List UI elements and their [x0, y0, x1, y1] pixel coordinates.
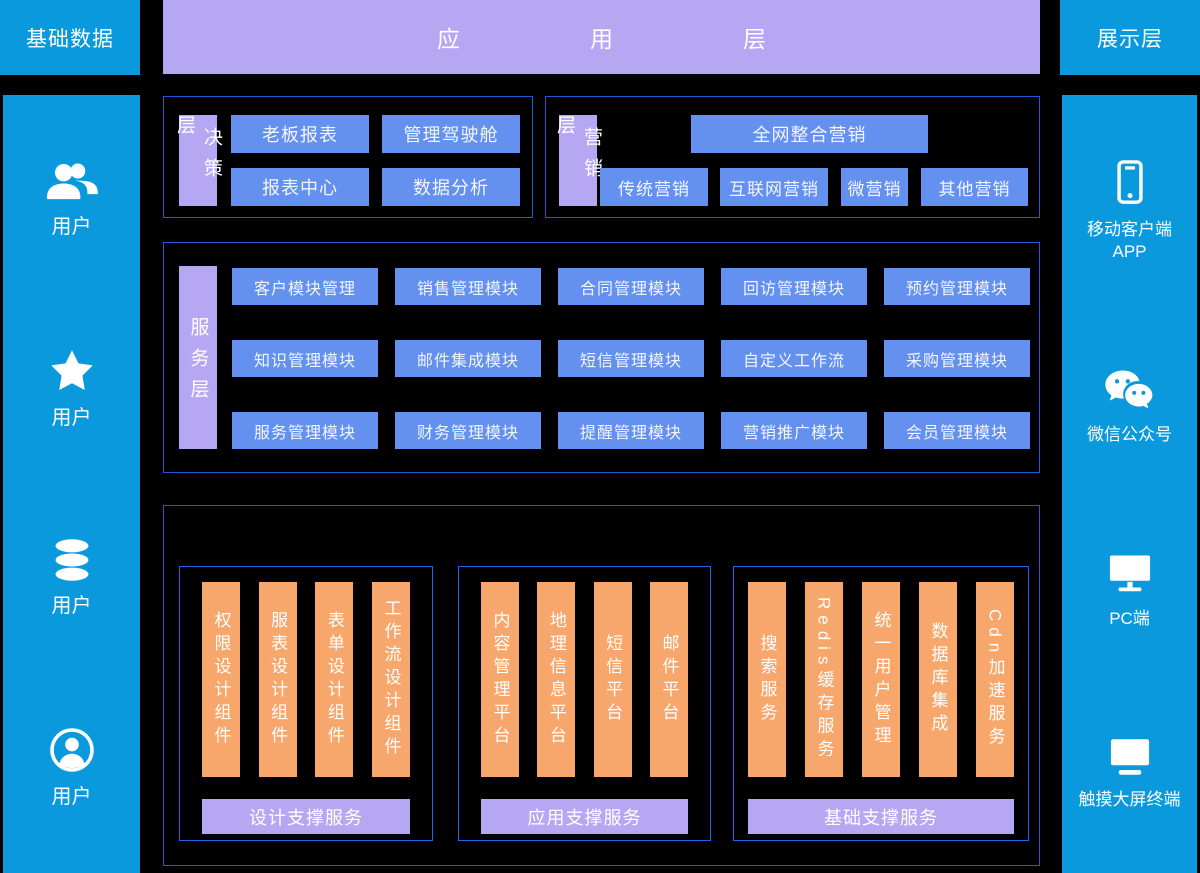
marketing-layer-section: 营销层 全网整合营销 传统营销 互联网营销 微营销 其他营销	[545, 96, 1040, 218]
service-module: 自定义工作流	[721, 340, 867, 377]
support-bar: Cdn加速服务	[976, 582, 1014, 777]
support-bar: 搜索服务	[748, 582, 786, 777]
smartphone-icon	[1107, 157, 1153, 209]
design-support-group: 权限设计组件 服表设计组件 表单设计组件 工作流设计组件 设计支撑服务	[179, 566, 433, 841]
sidebar-item-data-user: 用户	[47, 537, 97, 619]
support-group-label: 设计支撑服务	[202, 799, 410, 834]
support-bar: 短信平台	[593, 582, 632, 777]
service-layer-label: 服务层	[179, 266, 217, 449]
support-bar: 地理信息平台	[537, 582, 576, 777]
marketing-wide-button: 全网整合营销	[691, 115, 928, 153]
support-layer-section: 权限设计组件 服表设计组件 表单设计组件 工作流设计组件 设计支撑服务 内容管理…	[163, 505, 1040, 866]
touchscreen-icon	[1104, 735, 1156, 779]
sidebar-item-label: 用户	[51, 785, 92, 808]
sidebar-item-label: 用户	[51, 406, 92, 429]
application-support-bars: 内容管理平台 地理信息平台 短信平台 邮件平台	[481, 582, 688, 777]
support-group-label: 基础支撑服务	[748, 799, 1014, 834]
marketing-button: 传统营销	[600, 168, 708, 206]
service-module: 客户模块管理	[232, 268, 378, 305]
support-bar: 工作流设计组件	[371, 582, 410, 777]
service-module: 短信管理模块	[558, 340, 704, 377]
support-group-label: 应用支撑服务	[481, 799, 688, 834]
decision-button: 数据分析	[382, 168, 520, 206]
sidebar-item-label: 移动客户端 APP	[1087, 220, 1172, 262]
sidebar-item-star-user: 用户	[47, 347, 97, 431]
application-layer-banner: 应用层	[163, 0, 1040, 74]
service-module: 服务管理模块	[232, 412, 378, 449]
service-module: 知识管理模块	[232, 340, 378, 377]
user-circle-icon	[48, 726, 96, 774]
marketing-button: 互联网营销	[720, 168, 828, 206]
database-icon	[47, 537, 97, 583]
marketing-button: 微营销	[841, 168, 908, 206]
service-module: 销售管理模块	[395, 268, 541, 305]
service-module: 财务管理模块	[395, 412, 541, 449]
sidebar-item-account-user: 用户	[48, 726, 96, 810]
service-module-grid: 客户模块管理 销售管理模块 合同管理模块 回访管理模块 预约管理模块 知识管理模…	[232, 268, 1030, 449]
main-diagram-area: 应用层 决策层 老板报表 管理驾驶舱 报表中心 数据分析 营销层 全网整合营销 …	[163, 0, 1040, 873]
star-icon	[47, 347, 97, 395]
decision-layer-label: 决策层	[174, 115, 222, 206]
support-bar: 服表设计组件	[258, 582, 297, 777]
service-module: 回访管理模块	[721, 268, 867, 305]
sidebar-item-users: 用户	[45, 158, 99, 240]
decision-button: 管理驾驶舱	[382, 115, 520, 153]
service-module: 邮件集成模块	[395, 340, 541, 377]
sidebar-item-label: 微信公众号	[1087, 424, 1172, 444]
design-support-bars: 权限设计组件 服表设计组件 表单设计组件 工作流设计组件	[202, 582, 410, 777]
sidebar-item-pc: PC端	[1103, 550, 1157, 630]
right-sidebar-title: 展示层	[1097, 27, 1163, 51]
wechat-icon	[1102, 368, 1158, 414]
sidebar-item-label: 触摸大屏终端	[1078, 789, 1181, 809]
application-layer-title: 应用层	[437, 26, 896, 52]
service-module: 会员管理模块	[884, 412, 1030, 449]
support-bar: 内容管理平台	[481, 582, 519, 777]
left-sidebar: 用户 用户 用户	[3, 95, 140, 873]
right-sidebar-header: 展示层	[1060, 0, 1200, 75]
support-bar: 邮件平台	[649, 582, 688, 777]
marketing-layer-label: 营销层	[554, 115, 602, 206]
base-support-group: 搜索服务 Redis缓存服务 统一用户管理 数据库集成 Cdn加速服务 基础支撑…	[733, 566, 1029, 841]
sidebar-item-label: 用户	[51, 216, 92, 239]
service-module: 营销推广模块	[721, 412, 867, 449]
service-module: 预约管理模块	[884, 268, 1030, 305]
left-sidebar-header: 基础数据	[0, 0, 140, 75]
support-bar: Redis缓存服务	[805, 582, 843, 777]
marketing-button: 其他营销	[921, 168, 1028, 206]
service-module: 合同管理模块	[558, 268, 704, 305]
sidebar-item-touchscreen: 触摸大屏终端	[1079, 735, 1181, 811]
sidebar-item-label: 用户	[51, 595, 92, 618]
monitor-icon	[1103, 550, 1157, 598]
service-module: 采购管理模块	[884, 340, 1030, 377]
left-sidebar-title: 基础数据	[26, 27, 114, 51]
application-support-group: 内容管理平台 地理信息平台 短信平台 邮件平台 应用支撑服务	[458, 566, 711, 841]
sidebar-item-label: PC端	[1109, 609, 1150, 629]
sidebar-item-mobile-app: 移动客户端 APP	[1087, 157, 1172, 263]
support-bar: 表单设计组件	[315, 582, 354, 777]
decision-button: 报表中心	[231, 168, 369, 206]
right-sidebar: 移动客户端 APP 微信公众号	[1062, 95, 1197, 873]
support-bar: 数据库集成	[919, 582, 957, 777]
sidebar-item-wechat: 微信公众号	[1087, 368, 1172, 446]
decision-button: 老板报表	[231, 115, 369, 153]
decision-layer-section: 决策层 老板报表 管理驾驶舱 报表中心 数据分析	[163, 96, 533, 218]
service-module: 提醒管理模块	[558, 412, 704, 449]
service-layer-section: 服务层 客户模块管理 销售管理模块 合同管理模块 回访管理模块 预约管理模块 知…	[163, 242, 1040, 473]
support-bar: 统一用户管理	[862, 582, 900, 777]
base-support-bars: 搜索服务 Redis缓存服务 统一用户管理 数据库集成 Cdn加速服务	[748, 582, 1014, 777]
users-icon	[45, 158, 99, 204]
support-bar: 权限设计组件	[202, 582, 240, 777]
